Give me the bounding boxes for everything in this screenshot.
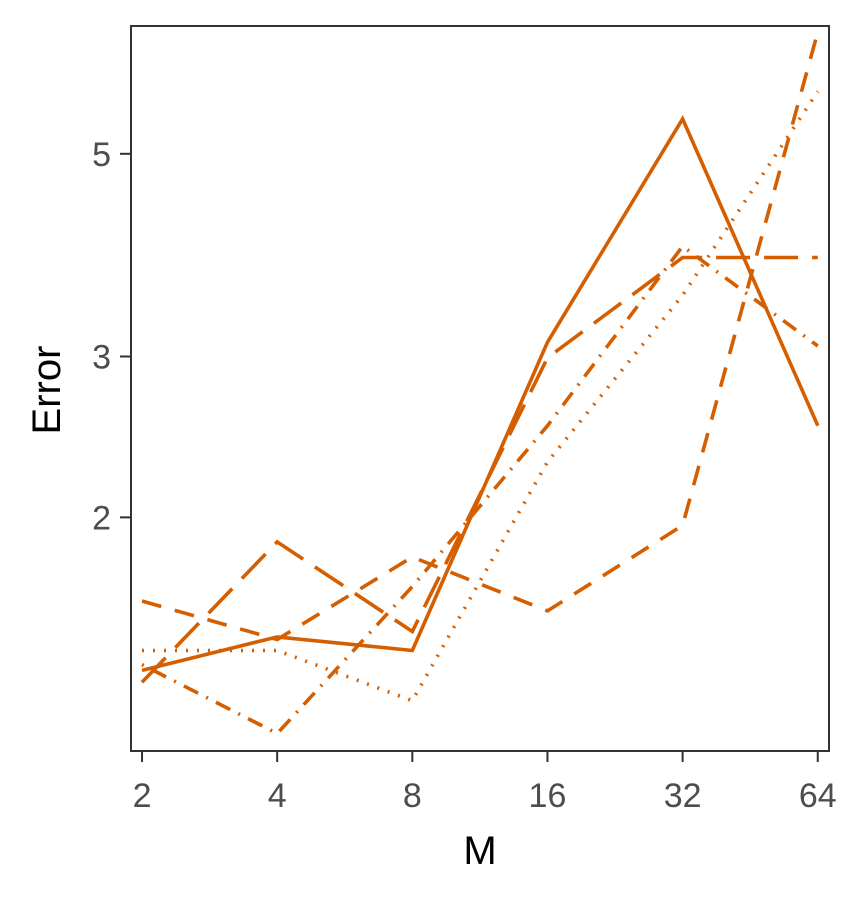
series-line-longdash <box>140 255 818 684</box>
x-axis: 2 4 8 16 32 64 <box>133 751 837 815</box>
y-tick-label: 2 <box>92 499 111 537</box>
y-axis-title: Error <box>25 346 69 435</box>
plot-panel-border <box>130 25 830 752</box>
x-tick-label: 8 <box>403 777 422 815</box>
x-tick-label: 2 <box>133 777 152 815</box>
series-line-dotdash <box>141 243 819 736</box>
series-layer <box>140 31 820 736</box>
series-line-solid <box>141 115 820 673</box>
y-tick-label: 3 <box>92 338 111 376</box>
series-line-dotted <box>142 90 820 703</box>
x-tick-label: 4 <box>268 777 287 815</box>
x-axis-title: M <box>463 829 496 873</box>
y-tick-label: 5 <box>92 136 111 174</box>
y-axis: 2 3 5 <box>92 136 131 537</box>
x-tick-label: 32 <box>664 777 702 815</box>
series-line-dashed <box>141 31 820 642</box>
x-tick-label: 16 <box>529 777 567 815</box>
x-tick-label: 64 <box>799 777 837 815</box>
